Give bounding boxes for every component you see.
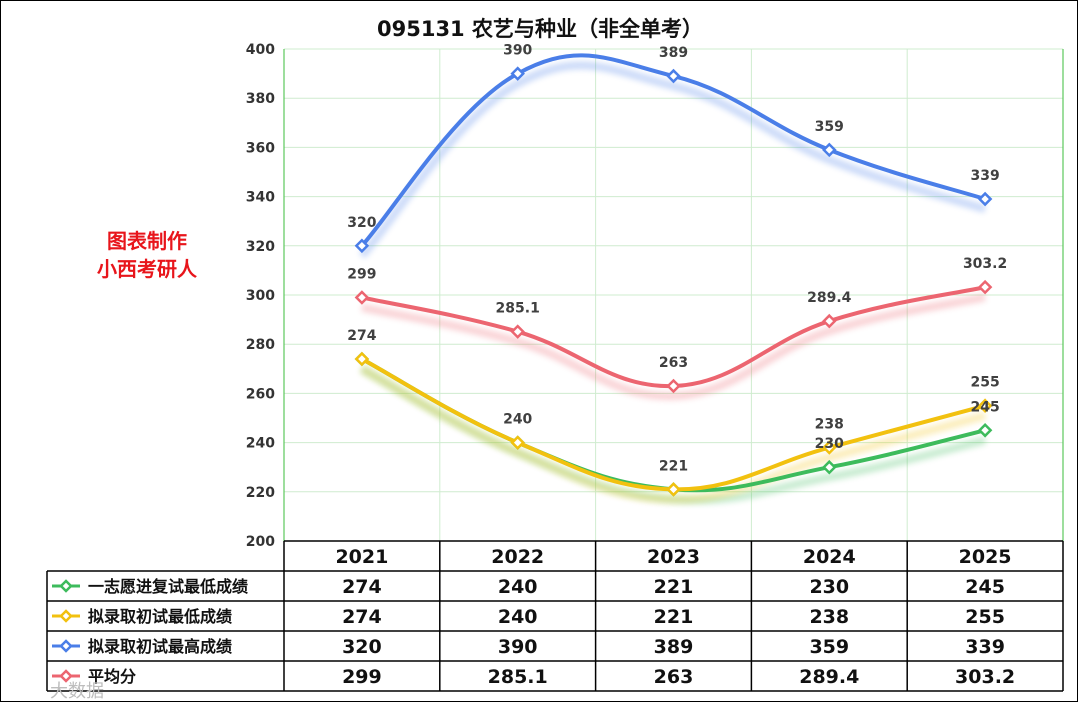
data-label: 255 — [970, 375, 999, 391]
table-cell: 240 — [498, 606, 538, 628]
footer-watermark: 大数据 — [50, 681, 104, 702]
table-cell: 240 — [498, 576, 538, 598]
data-point — [354, 290, 370, 305]
series-line-3 — [359, 285, 988, 389]
y-tick-label: 320 — [246, 239, 275, 255]
data-point — [977, 398, 993, 413]
data-point — [977, 279, 993, 295]
table-header-year: 2022 — [491, 546, 544, 568]
y-tick-label: 260 — [246, 386, 275, 402]
y-tick-label: 200 — [246, 534, 275, 550]
chart-title: 095131 农艺与种业（非全单考） — [377, 17, 703, 41]
data-label: 320 — [347, 215, 376, 231]
data-label: 221 — [659, 458, 688, 474]
table-cell: 299 — [342, 666, 382, 688]
data-label: 263 — [659, 355, 688, 371]
data-point — [666, 378, 681, 394]
table-header-year: 2024 — [803, 546, 856, 568]
table-cell: 274 — [342, 606, 382, 628]
data-label: 245 — [970, 399, 999, 415]
data-label: 230 — [815, 436, 844, 452]
data-point — [822, 440, 837, 455]
series-shadow-3 — [361, 293, 986, 401]
table-series-name: 平均分 — [88, 667, 136, 686]
table-cell: 274 — [342, 576, 382, 598]
y-tick-label: 340 — [246, 190, 275, 206]
series-line-2 — [359, 53, 988, 248]
table-header-year: 2025 — [959, 546, 1012, 568]
data-label: 359 — [815, 119, 844, 135]
annotation-line-2: 小西考研人 — [97, 257, 198, 281]
data-label: 289.4 — [807, 290, 852, 306]
table-cell: 221 — [654, 606, 694, 628]
table-header-year: 2021 — [335, 546, 388, 568]
data-point — [822, 313, 837, 329]
data-point — [510, 324, 525, 339]
table-header-year: 2023 — [647, 546, 700, 568]
data-point — [354, 238, 370, 254]
table-cell: 221 — [654, 576, 694, 598]
annotation-line-1: 图表制作 — [107, 229, 187, 253]
table-cell: 339 — [965, 636, 1005, 658]
legend-key-marker — [59, 579, 73, 593]
data-point — [666, 482, 681, 497]
data-point — [354, 351, 370, 367]
table-cell: 320 — [342, 636, 382, 658]
y-tick-label: 280 — [246, 337, 275, 353]
data-label: 390 — [503, 43, 532, 59]
table-cell: 389 — [654, 636, 694, 658]
data-point — [510, 66, 525, 81]
y-tick-label: 380 — [246, 91, 275, 107]
y-tick-label: 300 — [246, 288, 275, 304]
data-point — [510, 435, 525, 450]
data-point — [822, 459, 837, 475]
table-series-name: 一志愿进复试最低成绩 — [88, 577, 248, 596]
table-cell: 230 — [809, 576, 849, 598]
y-tick-label: 240 — [246, 436, 275, 452]
data-label: 240 — [503, 412, 532, 428]
data-point — [666, 68, 681, 84]
legend-key-marker — [59, 609, 73, 623]
table-series-name: 拟录取初试最低成绩 — [88, 607, 232, 626]
table-cell: 245 — [965, 576, 1005, 598]
table-cell: 390 — [498, 636, 538, 658]
data-label: 299 — [347, 266, 376, 282]
data-label: 285.1 — [496, 301, 540, 317]
y-tick-label: 360 — [246, 140, 275, 156]
data-point — [977, 191, 993, 207]
legend-key-marker — [59, 669, 73, 683]
table-cell: 285.1 — [488, 666, 548, 688]
data-point — [822, 142, 837, 158]
data-point — [977, 423, 993, 438]
series-shadow-1 — [360, 365, 987, 504]
series-shadow-2 — [358, 61, 987, 259]
legend-key-marker — [59, 639, 73, 653]
y-tick-label: 400 — [246, 42, 275, 58]
table-cell: 289.4 — [799, 666, 859, 688]
data-label: 339 — [970, 168, 999, 184]
table-cell: 359 — [809, 636, 849, 658]
data-label: 238 — [815, 417, 844, 433]
y-tick-label: 220 — [246, 485, 275, 501]
data-label: 303.2 — [963, 256, 1007, 272]
table-cell: 238 — [809, 606, 849, 628]
table-cell: 263 — [654, 666, 694, 688]
data-label: 274 — [347, 328, 376, 344]
table-cell: 303.2 — [955, 666, 1015, 688]
table-cell: 255 — [965, 606, 1005, 628]
table-series-name: 拟录取初试最高成绩 — [88, 637, 232, 656]
data-label: 389 — [659, 45, 688, 61]
